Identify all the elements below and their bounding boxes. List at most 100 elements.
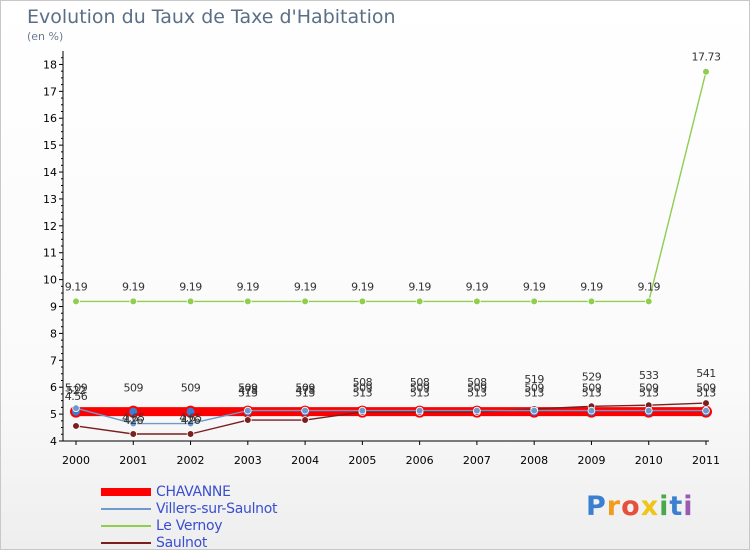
data-label: 9.19 bbox=[523, 280, 546, 293]
data-point bbox=[473, 297, 481, 306]
data-label: 9.19 bbox=[122, 280, 145, 293]
x-tick-label: 2008 bbox=[520, 454, 548, 467]
legend-swatch-saulnot bbox=[101, 541, 151, 544]
data-point bbox=[184, 405, 197, 418]
legend-swatch-chavanne bbox=[101, 487, 151, 496]
data-label: 529 bbox=[582, 370, 602, 383]
data-point bbox=[587, 297, 596, 306]
y-tick-label: 18 bbox=[43, 58, 57, 71]
data-label: 541 bbox=[696, 367, 716, 380]
data-point bbox=[244, 297, 252, 306]
data-label: 508 bbox=[410, 376, 430, 389]
legend-item-chavanne[interactable]: CHAVANNE bbox=[101, 483, 277, 500]
y-tick-label: 10 bbox=[43, 274, 57, 287]
data-label: 9.19 bbox=[637, 280, 660, 293]
data-point bbox=[702, 67, 710, 76]
data-point bbox=[129, 297, 138, 306]
data-label: 522 bbox=[66, 384, 86, 397]
chart-subtitle: (en %) bbox=[27, 30, 64, 43]
x-tick-label: 2001 bbox=[119, 454, 147, 467]
data-label: 9.19 bbox=[294, 280, 317, 293]
x-tick-label: 2007 bbox=[463, 454, 491, 467]
x-tick-label: 2010 bbox=[635, 454, 663, 467]
chart-title: Evolution du Taux de Taxe d'Habitation bbox=[27, 6, 396, 28]
data-label: 513 bbox=[410, 387, 430, 400]
legend-label: CHAVANNE bbox=[156, 483, 231, 500]
data-label: 509 bbox=[124, 382, 144, 395]
x-tick-label: 2003 bbox=[234, 454, 262, 467]
data-label: 519 bbox=[524, 373, 544, 386]
data-label: 4.65 bbox=[122, 412, 145, 425]
x-tick-label: 2011 bbox=[692, 454, 720, 467]
data-label: 513 bbox=[639, 387, 659, 400]
legend-label: Villers-sur-Saulnot bbox=[156, 500, 278, 517]
legend-swatch-villers-sur-saulnot bbox=[101, 507, 151, 510]
legend-item-villers-sur-saulnot[interactable]: Villers-sur-Saulnot bbox=[101, 500, 278, 517]
data-point bbox=[72, 422, 80, 430]
data-label: 509 bbox=[181, 382, 201, 395]
data-label: 9.19 bbox=[580, 280, 603, 293]
data-label: 5.09 bbox=[65, 382, 88, 395]
y-tick-label: 17 bbox=[43, 85, 57, 98]
logo-letter: r bbox=[606, 491, 622, 522]
data-point bbox=[72, 297, 80, 306]
x-tick-label: 2000 bbox=[62, 454, 90, 467]
data-point bbox=[415, 297, 424, 306]
data-point bbox=[129, 419, 138, 428]
data-point bbox=[301, 297, 309, 306]
data-label: 509 bbox=[238, 382, 258, 395]
data-point bbox=[301, 416, 309, 424]
data-label: 9.19 bbox=[179, 280, 202, 293]
y-tick-label: 14 bbox=[43, 166, 57, 179]
data-point bbox=[530, 297, 538, 306]
data-label: 9.19 bbox=[351, 280, 374, 293]
data-label: 509 bbox=[524, 382, 544, 395]
data-point bbox=[702, 399, 710, 407]
data-point bbox=[587, 406, 596, 415]
data-point bbox=[473, 406, 481, 415]
data-label: 513 bbox=[467, 387, 487, 400]
x-tick-label: 2005 bbox=[348, 454, 376, 467]
data-point bbox=[244, 416, 252, 424]
legend-item-saulnot[interactable]: Saulnot bbox=[101, 534, 277, 549]
legend-swatch-le-vernoy bbox=[101, 524, 151, 527]
series-line-saulnot bbox=[75, 402, 707, 435]
logo-letter: o bbox=[621, 491, 641, 522]
data-label: 509 bbox=[467, 382, 487, 395]
data-label: 513 bbox=[295, 387, 315, 400]
data-label: 513 bbox=[238, 387, 258, 400]
y-tick-label: 9 bbox=[50, 301, 57, 314]
data-label: 513 bbox=[696, 387, 716, 400]
data-label: 17.73 bbox=[692, 51, 721, 64]
y-tick-label: 7 bbox=[50, 354, 57, 367]
data-label: 509 bbox=[696, 382, 716, 395]
data-point bbox=[530, 406, 538, 415]
data-label: 533 bbox=[639, 369, 659, 382]
data-label: 508 bbox=[467, 376, 487, 389]
series-line-villers-sur-saulnot bbox=[75, 407, 706, 425]
data-label: 509 bbox=[410, 382, 430, 395]
data-point bbox=[186, 297, 195, 306]
data-label: 9.19 bbox=[466, 280, 489, 293]
data-label: 478 bbox=[238, 384, 258, 397]
data-point bbox=[186, 430, 195, 438]
y-tick-label: 5 bbox=[50, 408, 57, 421]
data-point bbox=[244, 406, 252, 415]
legend-item-le-vernoy[interactable]: Le Vernoy bbox=[101, 517, 277, 534]
y-tick-label: 16 bbox=[43, 112, 57, 125]
y-tick-label: 6 bbox=[50, 381, 57, 394]
y-tick-label: 4 bbox=[50, 435, 57, 448]
logo-letter: x bbox=[640, 491, 660, 522]
y-tick-label: 13 bbox=[43, 193, 57, 206]
x-tick-label: 2009 bbox=[577, 454, 605, 467]
data-label: 509 bbox=[353, 382, 373, 395]
x-tick-label: 2004 bbox=[291, 454, 319, 467]
legend-label: Le Vernoy bbox=[156, 517, 223, 534]
data-label: 513 bbox=[582, 387, 602, 400]
data-label: 513 bbox=[524, 387, 544, 400]
data-point bbox=[129, 430, 138, 438]
data-label: 9.19 bbox=[237, 280, 260, 293]
x-tick-label: 2006 bbox=[406, 454, 434, 467]
y-tick-label: 12 bbox=[43, 220, 57, 233]
